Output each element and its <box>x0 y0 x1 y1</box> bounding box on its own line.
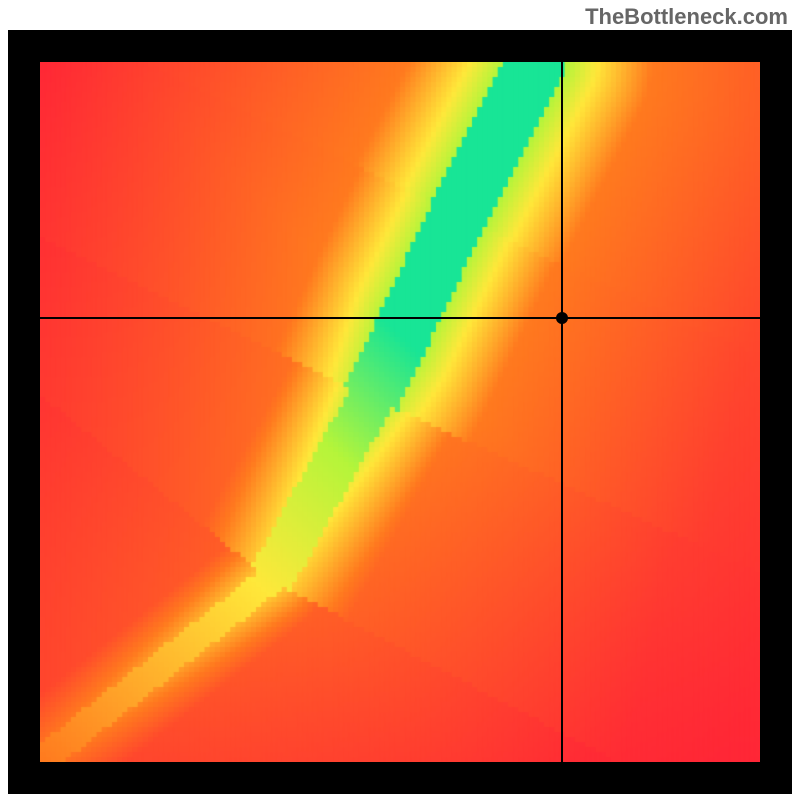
heatmap-region <box>40 62 760 762</box>
plot-frame <box>8 30 792 794</box>
attribution-text: TheBottleneck.com <box>585 4 788 30</box>
crosshair-vertical <box>561 62 563 762</box>
crosshair-marker <box>556 312 568 324</box>
heatmap-canvas <box>40 62 760 762</box>
crosshair-horizontal <box>40 317 760 319</box>
